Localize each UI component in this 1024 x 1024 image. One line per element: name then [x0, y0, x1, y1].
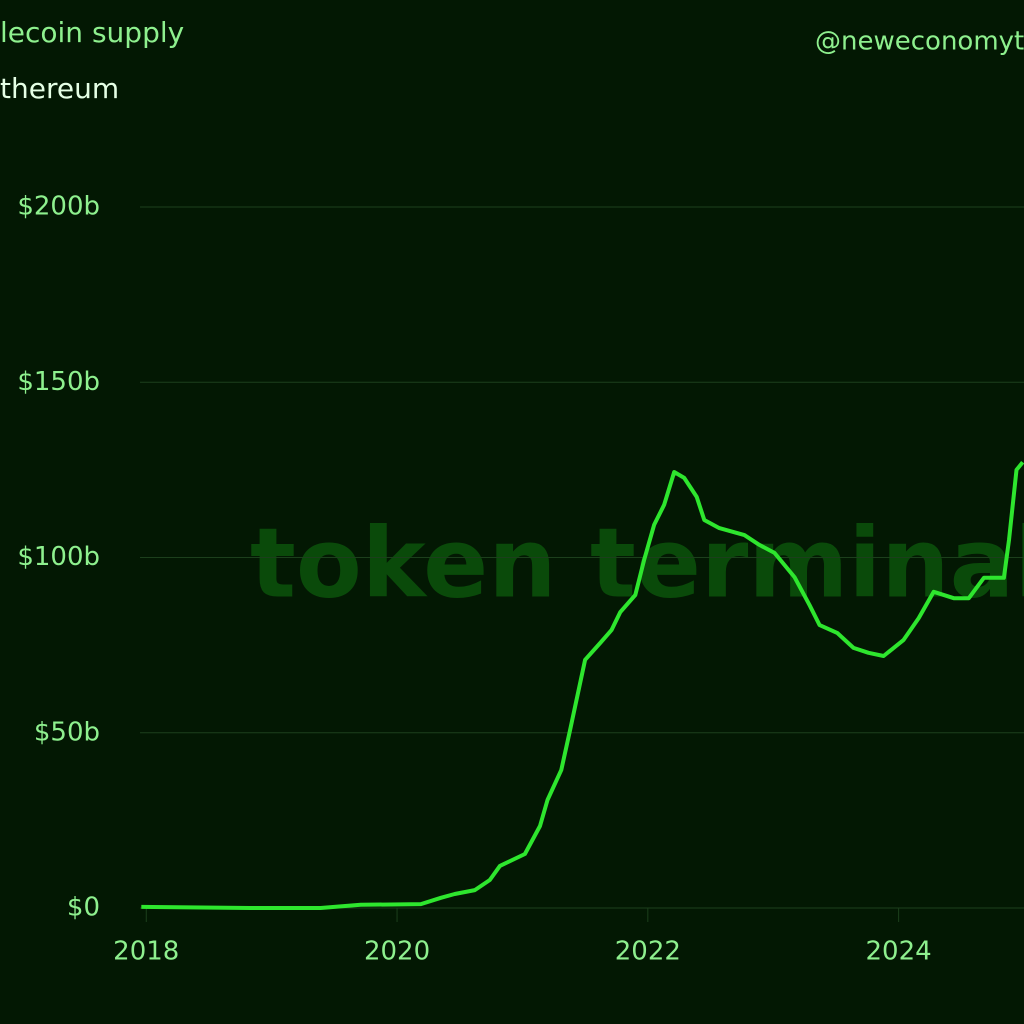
y-tick-label: $200b — [17, 192, 100, 222]
chart-subtitle: thereum — [0, 72, 119, 105]
y-tick-label: $0 — [67, 893, 100, 923]
x-tick-label: 2020 — [364, 937, 430, 967]
y-tick-label: $150b — [17, 367, 100, 397]
chart-title: lecoin supply — [0, 16, 184, 49]
y-tick-label: $50b — [34, 717, 100, 747]
x-tick-label: 2024 — [866, 937, 932, 967]
x-tick-label: 2018 — [113, 937, 179, 967]
data-line — [141, 460, 1024, 910]
watermark: token terminal_ — [250, 507, 1024, 619]
x-tick-label: 2022 — [615, 937, 681, 967]
handle: @neweconomyt — [815, 27, 1024, 57]
y-tick-label: $100b — [17, 542, 100, 572]
